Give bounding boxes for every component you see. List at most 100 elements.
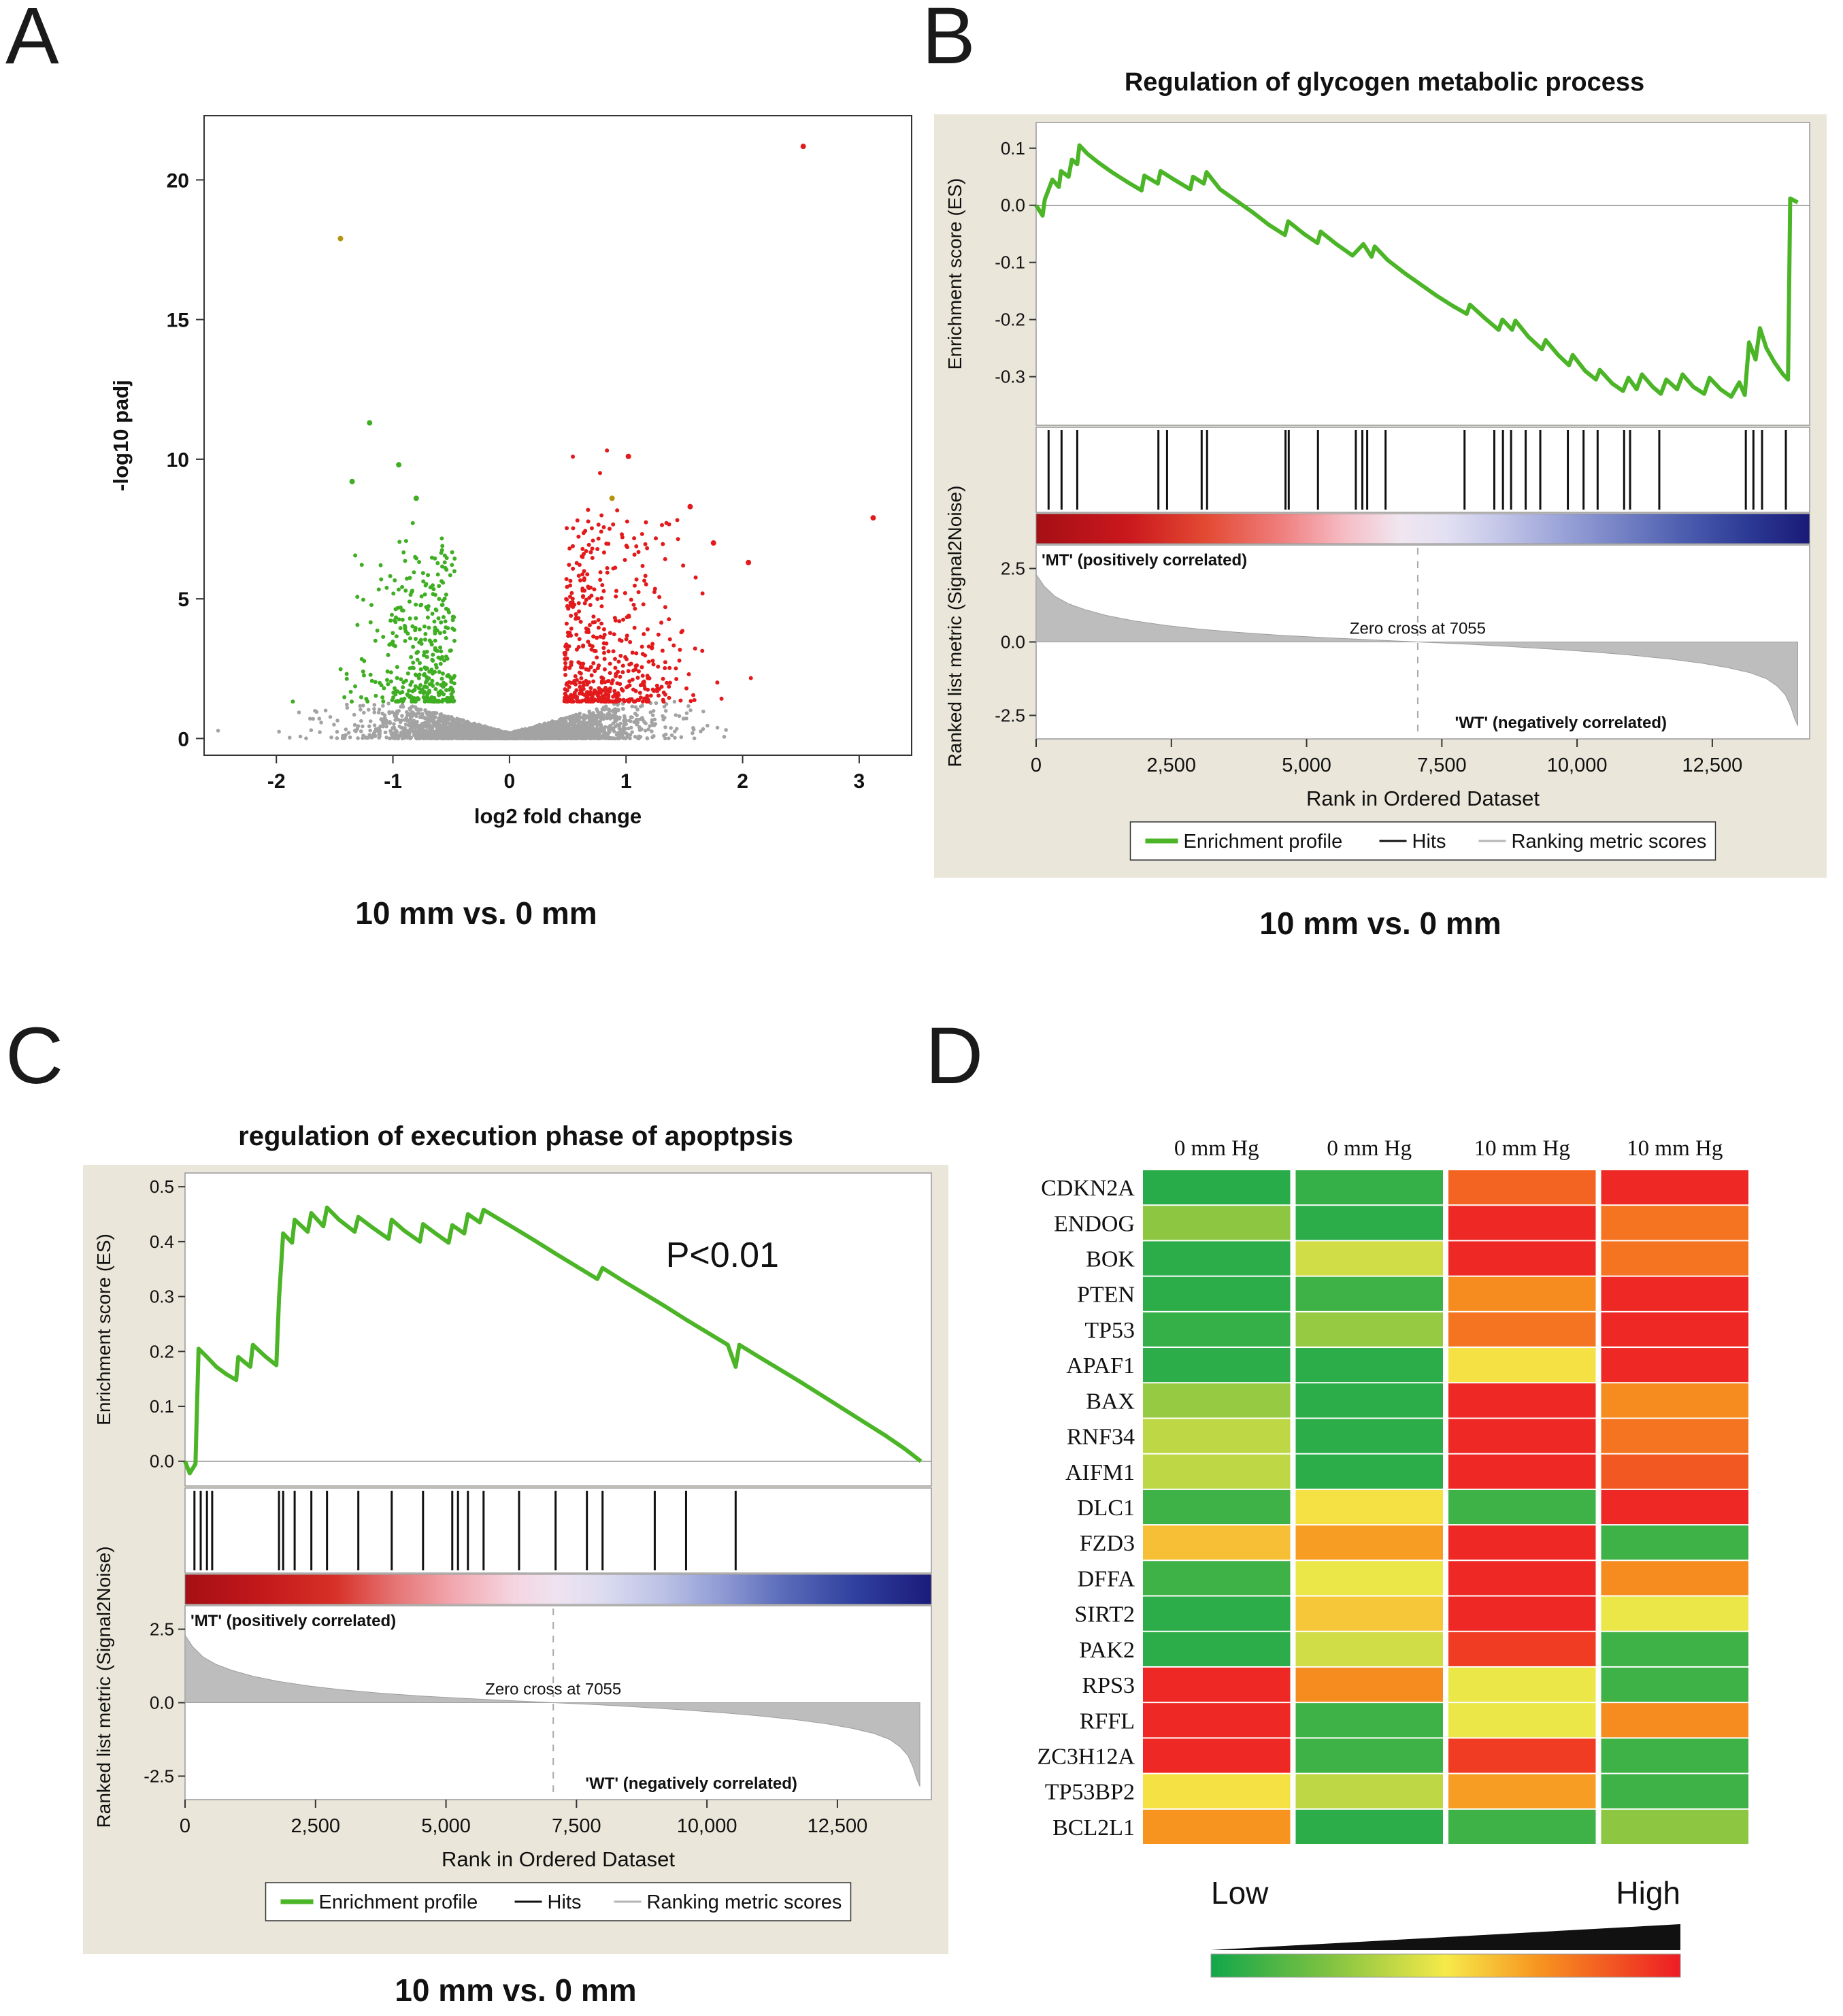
panel-c-title: regulation of execution phase of apoptps… [238, 1121, 793, 1151]
svg-text:2: 2 [737, 770, 748, 793]
rank-x-label: Rank in Ordered Dataset [1306, 787, 1540, 810]
heatmap-cell [1295, 1703, 1443, 1738]
volcano-axes: -2 -1 0 1 2 3 0 5 10 15 20 log2 fold change -log10 p… [109, 169, 865, 828]
heatmap-cell [1601, 1596, 1748, 1631]
heatmap-cell [1448, 1489, 1596, 1525]
scale-low-label: Low [1211, 1875, 1269, 1911]
volcano-plot-frame [203, 115, 912, 756]
volcano-notable-point [625, 453, 631, 459]
gene-label: ZC3H12A [1037, 1744, 1135, 1769]
pvalue-annotation: P<0.01 [666, 1236, 779, 1275]
heatmap-cell [1295, 1383, 1443, 1418]
es-axis-label: Enrichment score (ES) [944, 178, 965, 370]
heatmap-cell [1448, 1241, 1596, 1276]
svg-text:0: 0 [1031, 755, 1042, 776]
heatmap-cell [1143, 1632, 1291, 1666]
column-header: 0 mm Hg [1327, 1136, 1412, 1161]
gene-label: DLC1 [1077, 1496, 1135, 1521]
zero-cross-label: Zero cross at 7055 [485, 1681, 621, 1699]
svg-text:-2.5: -2.5 [995, 705, 1025, 725]
heatmap-cell [1448, 1276, 1596, 1311]
column-header: 10 mm Hg [1627, 1136, 1723, 1161]
heatmap-cell [1143, 1809, 1291, 1844]
gene-label: CDKN2A [1041, 1176, 1135, 1201]
svg-text:10,000: 10,000 [1547, 755, 1608, 776]
svg-text:12,500: 12,500 [808, 1815, 868, 1837]
heatmap-cell [1448, 1525, 1596, 1560]
gene-label: PAK2 [1079, 1638, 1135, 1663]
heatmap-cell [1143, 1241, 1291, 1276]
gene-label: FZD3 [1080, 1531, 1135, 1556]
legend-enrichment-label: Enrichment profile [1184, 831, 1343, 853]
svg-text:0: 0 [504, 770, 516, 793]
heatmap-column-headers: 0 mm Hg 0 mm Hg 10 mm Hg 10 mm Hg [1174, 1136, 1723, 1161]
svg-text:-0.1: -0.1 [995, 252, 1025, 273]
es-pane [1035, 122, 1810, 426]
heatmap-cell [1448, 1419, 1596, 1453]
heatmap-cell [1601, 1206, 1748, 1240]
svg-text:0.2: 0.2 [150, 1341, 174, 1361]
heatmap-cell [1295, 1738, 1443, 1773]
enrichment-score-curve [1034, 143, 1799, 399]
svg-text:12,500: 12,500 [1682, 755, 1743, 776]
gsea-plot-glycogen: 0.1 0.0 -0.1 -0.2 -0.3 Enrichment score (ES) 2… [934, 114, 1827, 878]
heatmap-cell [1601, 1774, 1748, 1808]
heatmap-cell [1448, 1596, 1596, 1631]
heatmap-cell [1601, 1809, 1748, 1844]
heatmap-cell [1295, 1489, 1443, 1525]
heatmap-cell [1448, 1738, 1596, 1773]
heatmap-cell [1601, 1632, 1748, 1666]
gene-label: RFFL [1080, 1708, 1135, 1734]
heatmap-cell [1448, 1632, 1596, 1666]
heatmap-cell [1601, 1383, 1748, 1418]
gene-label: AIFM1 [1065, 1460, 1135, 1485]
scale-wedge [1211, 1924, 1680, 1950]
svg-text:2.5: 2.5 [150, 1619, 174, 1640]
heatmap-cell [1295, 1170, 1443, 1205]
svg-text:0.3: 0.3 [150, 1287, 174, 1307]
hits-pane [184, 1487, 932, 1574]
hit-lines [1047, 430, 1787, 510]
svg-text:0.0: 0.0 [1001, 632, 1025, 652]
panel-a-caption: 10 mm vs. 0 mm [355, 895, 597, 931]
svg-text:0.4: 0.4 [150, 1232, 174, 1252]
svg-text:0.1: 0.1 [150, 1396, 174, 1417]
volcano-notable-point [746, 559, 752, 565]
heatmap-cell [1295, 1419, 1443, 1453]
heatmap-cell [1143, 1454, 1291, 1489]
heatmap-cell [1601, 1454, 1748, 1489]
volcano-notable-point [396, 462, 402, 468]
svg-text:10: 10 [167, 449, 189, 472]
heatmap-cell [1295, 1206, 1443, 1240]
gene-label: TP53 [1084, 1318, 1135, 1343]
svg-text:-1: -1 [384, 770, 402, 793]
rank-colorbar [184, 1574, 932, 1605]
volcano-notable-point [870, 515, 876, 521]
enrichment-score-curve [183, 1205, 923, 1476]
volcano-notable-point [710, 540, 716, 546]
gene-label: BCL2L1 [1052, 1815, 1135, 1840]
heatmap-cell [1295, 1348, 1443, 1383]
rank-colorbar [1035, 513, 1810, 544]
scale-gradient-bar [1210, 1953, 1681, 1978]
heatmap-cell [1143, 1525, 1291, 1560]
svg-text:0.0: 0.0 [150, 1693, 174, 1713]
gene-label: APAF1 [1066, 1353, 1135, 1378]
heatmap-cell [1601, 1561, 1748, 1596]
heatmap-cell [1295, 1241, 1443, 1276]
positively-correlated-label: 'MT' (positively correlated) [190, 1612, 396, 1630]
heatmap-cell [1601, 1170, 1748, 1205]
gene-label: DFFA [1078, 1566, 1135, 1591]
svg-text:2,500: 2,500 [290, 1815, 340, 1837]
hit-lines [193, 1491, 737, 1570]
gene-label: PTEN [1077, 1283, 1135, 1308]
volcano-y-label: -log10 padj [109, 380, 133, 491]
heatmap-cell [1295, 1667, 1443, 1702]
svg-text:5,000: 5,000 [421, 1815, 471, 1837]
heatmap-gene-labels: CDKN2A ENDOG BOK PTEN TP53 APAF1 BAX RNF34 AIFM1… [1037, 1176, 1135, 1840]
svg-text:-0.2: -0.2 [995, 310, 1025, 330]
heatmap-cell [1601, 1738, 1748, 1773]
legend-hits-label: Hits [1412, 831, 1446, 853]
heatmap-cell [1143, 1667, 1291, 1702]
